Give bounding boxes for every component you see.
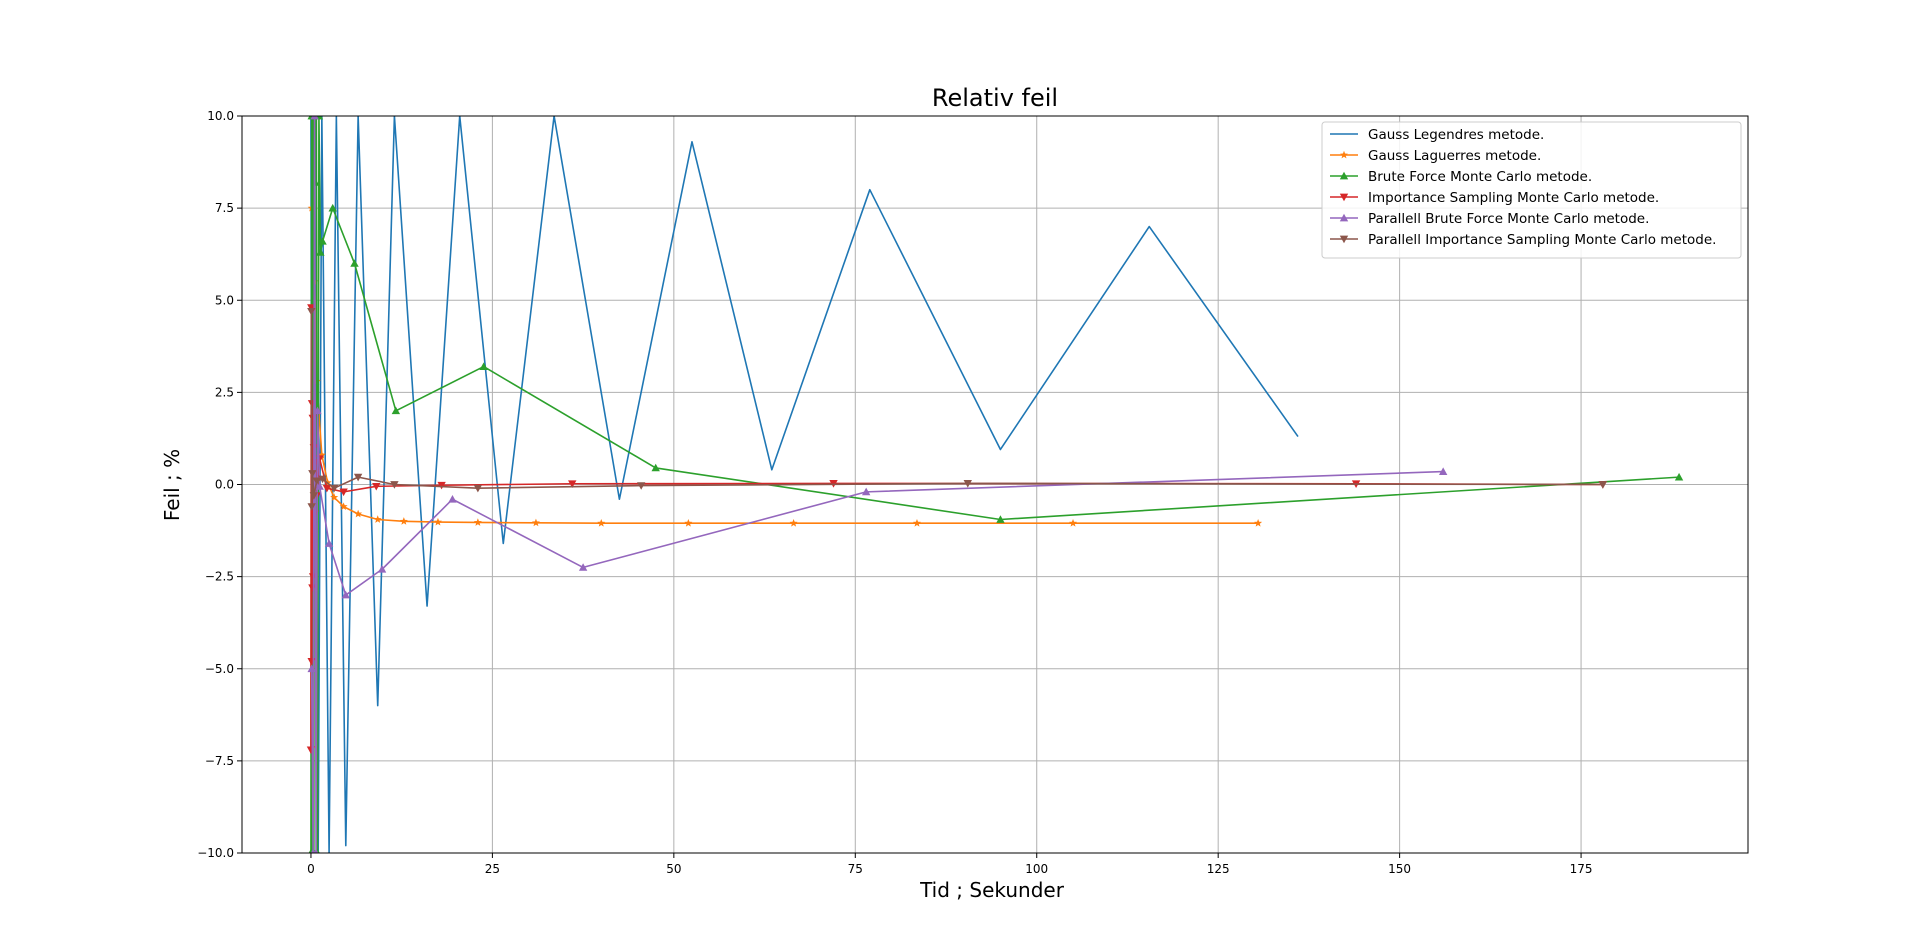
data-point — [684, 518, 693, 527]
y-axis-title: Feil ; % — [160, 449, 184, 521]
data-point — [318, 475, 327, 484]
x-tick-label: 0 — [307, 862, 315, 876]
data-point — [310, 116, 319, 120]
data-point — [341, 590, 350, 599]
data-point — [315, 482, 324, 490]
data-point — [318, 237, 327, 245]
chart-title: Relativ feil — [932, 84, 1058, 112]
data-point — [308, 470, 317, 478]
x-tick-label: 50 — [666, 862, 681, 876]
data-point — [307, 307, 316, 316]
data-point — [354, 509, 363, 518]
data-point — [597, 518, 606, 527]
data-point — [473, 484, 483, 493]
data-point — [324, 539, 334, 547]
data-point — [479, 362, 488, 370]
legend-label: Parallell Importance Sampling Monte Carl… — [1368, 232, 1716, 248]
data-point — [399, 517, 408, 525]
data-point — [353, 473, 363, 482]
x-axis-title: Tid ; Sekunder — [919, 878, 1065, 902]
y-tick-label: 5.0 — [215, 293, 234, 307]
data-point — [912, 518, 921, 527]
data-point — [339, 502, 348, 511]
legend-marker — [1339, 171, 1349, 180]
legend-item: Gauss Legendres metode. — [1330, 127, 1544, 143]
data-point — [433, 517, 442, 526]
series-5 — [307, 307, 1608, 511]
data-point — [317, 450, 326, 459]
data-point — [308, 584, 317, 592]
data-point — [377, 565, 387, 573]
legend-item: Parallell Brute Force Monte Carlo metode… — [1330, 211, 1649, 227]
data-point — [322, 484, 332, 493]
y-tick-label: −2.5 — [205, 570, 234, 584]
data-point — [1674, 472, 1684, 481]
x-tick-label: 25 — [485, 862, 500, 876]
data-point — [312, 477, 321, 486]
data-point — [473, 518, 482, 526]
data-point — [568, 480, 577, 488]
legend-marker — [1340, 150, 1348, 159]
data-point — [391, 406, 401, 415]
legend-marker — [1339, 213, 1349, 222]
y-tick-label: −5.0 — [205, 662, 234, 676]
data-point — [313, 848, 319, 853]
legend-marker — [1339, 235, 1349, 244]
x-tick-label: 100 — [1025, 862, 1048, 876]
data-point — [307, 664, 316, 673]
data-point — [578, 563, 588, 571]
data-point — [963, 480, 972, 488]
data-point — [329, 484, 339, 493]
x-tick-label: 75 — [848, 862, 863, 876]
data-point — [307, 503, 316, 511]
data-point — [996, 515, 1005, 523]
y-tick-label: 0.0 — [215, 478, 234, 492]
legend-box — [1321, 121, 1742, 259]
series-layer — [306, 116, 1684, 853]
data-point — [339, 488, 348, 497]
data-point — [309, 492, 319, 500]
legend-label: Importance Sampling Monte Carlo metode. — [1368, 190, 1659, 206]
x-tick-label: 125 — [1207, 862, 1230, 876]
data-point — [651, 463, 660, 472]
data-point — [330, 493, 339, 501]
y-tick-label: 10.0 — [207, 109, 234, 123]
data-point — [636, 482, 646, 490]
data-point — [328, 203, 337, 212]
data-point — [372, 482, 381, 491]
legend-item: Brute Force Monte Carlo metode. — [1330, 169, 1592, 185]
data-point — [350, 259, 359, 267]
legend-item: Parallell Importance Sampling Monte Carl… — [1330, 232, 1716, 248]
data-point — [390, 481, 399, 489]
data-point — [373, 515, 382, 523]
legend-label: Gauss Legendres metode. — [1368, 127, 1544, 143]
data-point — [313, 406, 322, 415]
y-tick-label: 2.5 — [215, 385, 234, 399]
legend-label: Brute Force Monte Carlo metode. — [1368, 169, 1592, 185]
legend-label: Gauss Laguerres metode. — [1368, 148, 1541, 164]
data-point — [531, 518, 540, 527]
x-tick-label: 175 — [1570, 862, 1593, 876]
data-point — [1069, 518, 1078, 527]
legend: Gauss Legendres metode. Gauss Laguerres m… — [1321, 121, 1742, 259]
legend-label: Parallell Brute Force Monte Carlo metode… — [1368, 211, 1649, 227]
data-point — [316, 248, 325, 256]
legend-marker — [1339, 193, 1349, 202]
data-point — [437, 481, 446, 490]
data-point — [1254, 518, 1263, 527]
legend-item: Gauss Laguerres metode. — [1330, 148, 1541, 164]
y-tick-label: −7.5 — [205, 754, 234, 768]
legend-item: Importance Sampling Monte Carlo metode. — [1330, 190, 1659, 206]
data-point — [861, 487, 871, 496]
x-tick-label: 150 — [1388, 862, 1411, 876]
data-point — [789, 518, 798, 527]
ticks: 0 25 50 75 100 125 150 175 −10.0 −7.5 −5.0 −2.5 0.0 2… — [197, 109, 1592, 876]
data-point — [1438, 467, 1448, 475]
y-tick-label: 7.5 — [215, 201, 234, 215]
data-point — [1598, 481, 1608, 489]
series-4 — [307, 116, 1448, 853]
data-point — [448, 495, 457, 503]
y-tick-label: −10.0 — [197, 846, 234, 860]
